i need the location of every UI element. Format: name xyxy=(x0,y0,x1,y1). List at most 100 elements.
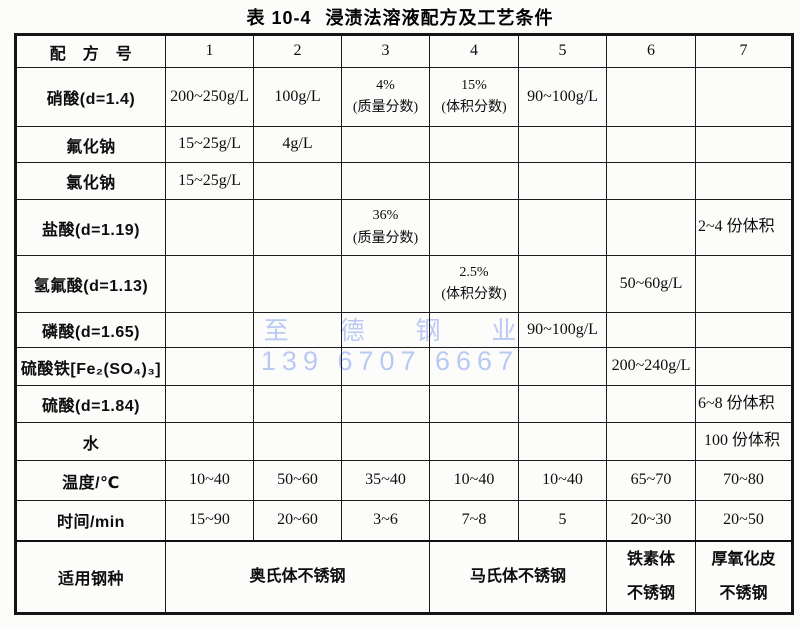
value-cell xyxy=(253,255,342,313)
steel-type-thick-scale: 厚氧化皮 不锈钢 xyxy=(695,539,793,614)
value-cell xyxy=(253,199,342,256)
header-row: 配 方 号 1 2 3 4 5 6 7 xyxy=(15,34,793,68)
value-cell: 20~50 xyxy=(695,500,793,541)
value-cell xyxy=(518,126,607,163)
value-cell xyxy=(518,199,607,256)
value-cell xyxy=(695,312,793,348)
value-cell: 6~8 份体积 xyxy=(695,385,793,423)
table-title: 表 10-4 浸渍法溶液配方及工艺条件 xyxy=(0,4,800,30)
value-cell xyxy=(429,312,519,348)
value-cell: 65~70 xyxy=(606,460,696,501)
value-cell: 50~60 xyxy=(253,460,342,501)
row-label: 时间/min xyxy=(15,500,166,541)
steel-type-row: 适用钢种 奥氏体不锈钢 马氏体不锈钢 铁素体 不锈钢 厚氧化皮 不锈钢 xyxy=(15,539,793,614)
row-label: 硫酸铁[Fe₂(SO₄)₃] xyxy=(15,347,166,386)
value-cell: 90~100g/L xyxy=(518,312,607,348)
value-cell xyxy=(341,126,430,163)
value-cell xyxy=(695,126,793,163)
value-cell xyxy=(341,385,430,423)
value-cell xyxy=(341,422,430,461)
value-cell xyxy=(606,422,696,461)
table-row-sodium-chloride: 氯化钠 15~25g/L xyxy=(15,162,793,200)
value-cell xyxy=(606,67,696,127)
header-col-6: 6 xyxy=(606,34,696,68)
value-cell: 15~90 xyxy=(165,500,254,541)
value-cell xyxy=(695,347,793,386)
value-cell xyxy=(518,385,607,423)
value-cell: 36% (质量分数) xyxy=(341,199,430,256)
value-cell xyxy=(429,385,519,423)
value-cell xyxy=(518,422,607,461)
table-row-hydrofluoric-acid: 氢氟酸(d=1.13) 2.5% (体积分数) 50~60g/L xyxy=(15,255,793,313)
value-cell xyxy=(165,199,254,256)
header-col-5: 5 xyxy=(518,34,607,68)
steel-type-ferritic: 铁素体 不锈钢 xyxy=(606,539,696,614)
value-cell xyxy=(253,162,342,200)
value-cell: 5 xyxy=(518,500,607,541)
header-col-1: 1 xyxy=(165,34,254,68)
row-label: 温度/℃ xyxy=(15,460,166,501)
value-cell: 4g/L xyxy=(253,126,342,163)
value-cell xyxy=(518,347,607,386)
value-cell: 70~80 xyxy=(695,460,793,501)
table-title-text: 浸渍法溶液配方及工艺条件 xyxy=(325,8,554,28)
value-cell xyxy=(165,385,254,423)
value-cell: 2.5% (体积分数) xyxy=(429,255,519,313)
row-label: 硝酸(d=1.4) xyxy=(15,67,166,127)
value-cell: 10~40 xyxy=(518,460,607,501)
value-cell: 3~6 xyxy=(341,500,430,541)
table-row-phosphoric-acid: 磷酸(d=1.65) 90~100g/L xyxy=(15,312,793,348)
value-cell xyxy=(518,255,607,313)
header-label: 配 方 号 xyxy=(15,34,166,68)
value-cell xyxy=(606,126,696,163)
value-cell xyxy=(165,255,254,313)
value-cell: 100 份体积 xyxy=(695,422,793,461)
value-cell: 90~100g/L xyxy=(518,67,607,127)
value-cell xyxy=(695,67,793,127)
value-cell xyxy=(165,422,254,461)
formula-table: 配 方 号 1 2 3 4 5 6 7 硝酸(d=1.4) 200~250g/L… xyxy=(14,33,794,615)
table-row-hydrochloric-acid: 盐酸(d=1.19) 36% (质量分数) 2~4 份体积 xyxy=(15,199,793,256)
value-cell xyxy=(253,312,342,348)
value-cell: 10~40 xyxy=(429,460,519,501)
header-col-4: 4 xyxy=(429,34,519,68)
formula-table-container: 配 方 号 1 2 3 4 5 6 7 硝酸(d=1.4) 200~250g/L… xyxy=(14,33,794,615)
value-cell xyxy=(606,162,696,200)
table-number: 表 10-4 xyxy=(246,8,312,28)
value-cell: 15% (体积分数) xyxy=(429,67,519,127)
row-label: 氢氟酸(d=1.13) xyxy=(15,255,166,313)
value-cell: 20~30 xyxy=(606,500,696,541)
row-label: 盐酸(d=1.19) xyxy=(15,199,166,256)
value-cell: 2~4 份体积 xyxy=(695,199,793,256)
steel-type-austenitic: 奥氏体不锈钢 xyxy=(165,539,430,614)
table-row-temperature: 温度/℃ 10~40 50~60 35~40 10~40 10~40 65~70… xyxy=(15,460,793,501)
row-label: 磷酸(d=1.65) xyxy=(15,312,166,348)
value-cell xyxy=(606,199,696,256)
row-label: 水 xyxy=(15,422,166,461)
table-row-ferric-sulfate: 硫酸铁[Fe₂(SO₄)₃] 200~240g/L xyxy=(15,347,793,386)
table-row-sulfuric-acid: 硫酸(d=1.84) 6~8 份体积 xyxy=(15,385,793,423)
steel-type-martensitic: 马氏体不锈钢 xyxy=(429,539,607,614)
value-cell xyxy=(606,312,696,348)
value-cell: 35~40 xyxy=(341,460,430,501)
value-cell xyxy=(695,255,793,313)
value-cell xyxy=(429,199,519,256)
value-cell xyxy=(429,422,519,461)
table-row-sodium-fluoride: 氟化钠 15~25g/L 4g/L xyxy=(15,126,793,163)
table-row-water: 水 100 份体积 xyxy=(15,422,793,461)
value-cell xyxy=(429,126,519,163)
value-cell: 4% (质量分数) xyxy=(341,67,430,127)
header-col-3: 3 xyxy=(341,34,430,68)
value-cell xyxy=(341,162,430,200)
row-label: 硫酸(d=1.84) xyxy=(15,385,166,423)
row-label: 适用钢种 xyxy=(15,539,166,614)
value-cell xyxy=(429,347,519,386)
value-cell xyxy=(253,385,342,423)
value-cell xyxy=(341,347,430,386)
value-cell: 100g/L xyxy=(253,67,342,127)
value-cell xyxy=(341,312,430,348)
value-cell xyxy=(695,162,793,200)
header-col-2: 2 xyxy=(253,34,342,68)
value-cell xyxy=(165,312,254,348)
table-row-nitric-acid: 硝酸(d=1.4) 200~250g/L 100g/L 4% (质量分数) 15… xyxy=(15,67,793,127)
